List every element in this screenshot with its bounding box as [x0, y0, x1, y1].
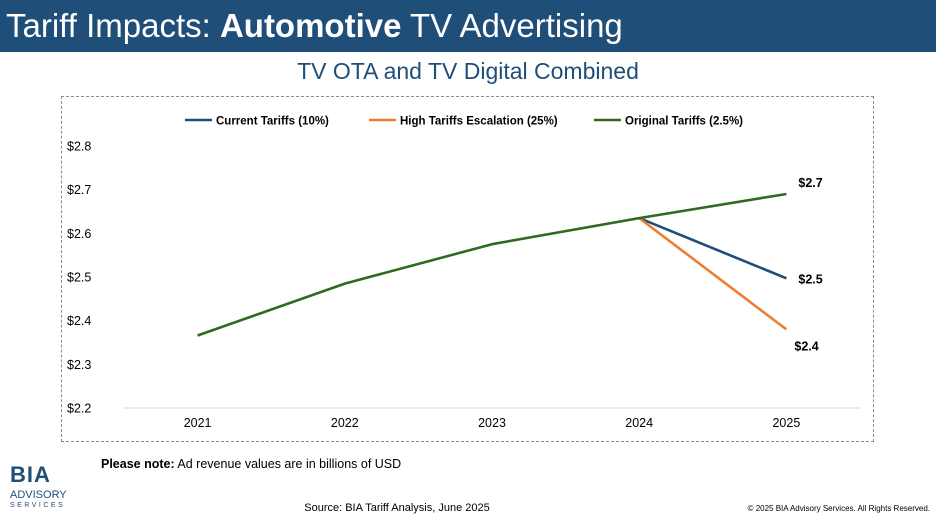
legend-label: Original Tariffs (2.5%)	[625, 116, 743, 128]
y-tick-label: $2.2	[67, 402, 91, 416]
y-tick-label: $2.7	[67, 183, 91, 197]
x-tick-label: 2021	[184, 416, 212, 430]
legend-label: Current Tariffs (10%)	[216, 116, 329, 128]
chart-subtitle: TV OTA and TV Digital Combined	[297, 58, 639, 84]
copyright-notice: © 2025 BIA Advisory Services. All Rights…	[747, 504, 930, 513]
x-tick-label: 2023	[478, 416, 506, 430]
series-line	[638, 216, 787, 280]
series-line	[197, 192, 787, 337]
y-tick-label: $2.8	[67, 140, 91, 154]
series-line	[638, 217, 788, 331]
logo-advisory-text: ADVISORY	[10, 489, 67, 501]
logo-services-text: SERVICES	[10, 502, 66, 509]
source-note: Source: BIA Tariff Analysis, June 2025	[304, 502, 490, 514]
title-banner: Tariff Impacts: Automotive TV Advertisin…	[0, 0, 936, 52]
x-tick-label: 2025	[772, 416, 800, 430]
data-label: $2.5	[798, 272, 822, 286]
page-title: Tariff Impacts: Automotive TV Advertisin…	[6, 4, 623, 48]
title-prefix: Tariff Impacts:	[6, 7, 220, 44]
footnote-text: Ad revenue values are in billions of USD	[174, 457, 402, 471]
line-chart: $2.2 $2.3 $2.4 $2.5 $2.6 $2.7 $2.8 2021 2022 2023…	[67, 116, 860, 430]
legend-label: High Tariffs Escalation (25%)	[400, 116, 558, 128]
x-tick-label: 2024	[625, 416, 653, 430]
logo-wordmark: BIA	[10, 462, 51, 487]
y-tick-label: $2.6	[67, 227, 91, 241]
footnote-label: Please note:	[101, 457, 175, 471]
x-tick-label: 2022	[331, 416, 359, 430]
footnote: Please note: Ad revenue values are in bi…	[101, 457, 401, 471]
data-label: $2.4	[794, 339, 818, 353]
title-highlight: Automotive	[219, 7, 402, 44]
title-suffix: TV Advertising	[401, 7, 623, 44]
y-tick-label: $2.5	[67, 271, 91, 285]
data-label: $2.7	[798, 176, 822, 190]
y-tick-label: $2.3	[67, 358, 91, 372]
y-tick-label: $2.4	[67, 314, 91, 328]
bia-logo: BIA ADVISORY SERVICES	[6, 462, 76, 514]
chart-frame: $2.2 $2.3 $2.4 $2.5 $2.6 $2.7 $2.8 2021 2022 2023…	[61, 96, 874, 442]
